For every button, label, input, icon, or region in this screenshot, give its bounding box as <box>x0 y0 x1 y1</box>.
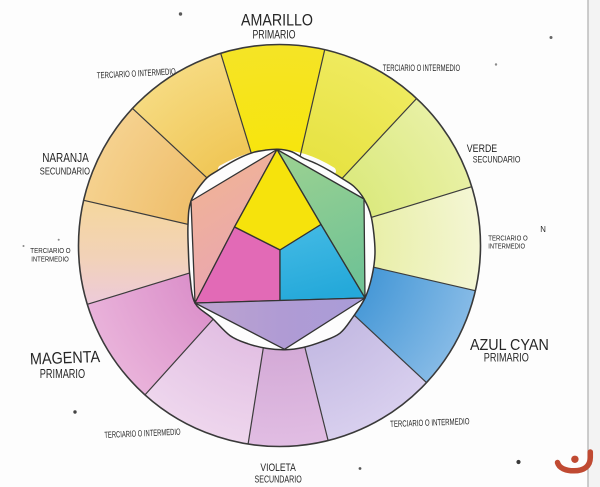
svg-text:PRIMARIO: PRIMARIO <box>40 367 86 381</box>
svg-text:TERCIARIO O INTERMEDIO: TERCIARIO O INTERMEDIO <box>104 427 181 440</box>
svg-text:NARANJA: NARANJA <box>42 150 89 165</box>
svg-text:SECUNDARIO: SECUNDARIO <box>255 474 302 485</box>
svg-text:VIOLETA: VIOLETA <box>260 462 296 474</box>
svg-text:AMARILLO: AMARILLO <box>241 12 313 30</box>
svg-text:TERCIARIO O: TERCIARIO O <box>488 236 528 243</box>
svg-text:TERCIARIO O INTERMEDIO: TERCIARIO O INTERMEDIO <box>390 416 470 429</box>
svg-text:SECUNDARIO: SECUNDARIO <box>40 166 90 177</box>
svg-text:TERCIARIO O INTERMEDIO: TERCIARIO O INTERMEDIO <box>97 66 176 80</box>
svg-text:INTERMEDIO: INTERMEDIO <box>488 243 525 250</box>
svg-text:N: N <box>540 225 546 234</box>
svg-text:PRIMARIO: PRIMARIO <box>253 29 296 41</box>
svg-text:AZUL CYAN: AZUL CYAN <box>470 337 549 354</box>
svg-text:SECUNDARIO: SECUNDARIO <box>473 155 521 166</box>
svg-text:INTERMEDIO: INTERMEDIO <box>31 257 69 264</box>
svg-text:VERDE: VERDE <box>467 143 497 155</box>
svg-text:MAGENTA: MAGENTA <box>30 348 101 368</box>
svg-text:TERCIARIO O: TERCIARIO O <box>30 248 71 255</box>
svg-text:PRIMARIO: PRIMARIO <box>484 350 529 364</box>
svg-text:TERCIARIO O INTERMEDIO: TERCIARIO O INTERMEDIO <box>383 63 460 73</box>
